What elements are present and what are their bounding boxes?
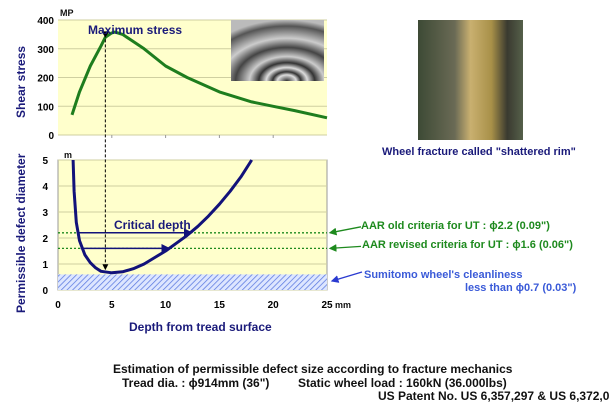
top-y-tick-label: 200 — [37, 74, 54, 85]
x-unit: mm — [335, 300, 352, 310]
footer-title: Estimation of permissible defect size ac… — [113, 362, 513, 376]
top-y-tick-label: 300 — [37, 45, 54, 56]
aar-revised-criteria-label: AAR revised criteria for UT : ϕ1.6 (0.06… — [362, 239, 573, 251]
x-tick-label: 10 — [160, 300, 172, 311]
bottom-y-tick-label: 1 — [42, 260, 48, 271]
top-y-unit: MP — [60, 8, 74, 18]
criteria-pointer-arrow — [328, 244, 362, 252]
permissible-defect-curve — [71, 159, 253, 275]
cleanliness-label: Sumitomo wheel's cleanliness — [364, 269, 523, 281]
bottom-y-tick-label: 2 — [42, 234, 48, 245]
bottom-y-tick-label: 0 — [42, 286, 48, 297]
x-tick-label: 15 — [214, 300, 226, 311]
x-tick-label: 0 — [55, 300, 61, 311]
cleanliness-band — [58, 274, 327, 290]
max-stress-label: Maximum stress — [88, 23, 183, 37]
top-y-label: Shear stress — [14, 45, 28, 118]
top-y-tick-label: 0 — [48, 131, 54, 142]
photoelastic-inset-image — [231, 20, 324, 81]
criteria-pointer-arrow — [328, 226, 362, 236]
x-label: Depth from tread surface — [129, 320, 272, 334]
footer-load: Static wheel load : 160kN (36.000lbs) — [298, 376, 507, 390]
x-tick-label: 5 — [109, 300, 115, 311]
footer-tread: Tread dia. : ϕ914mm (36") — [122, 376, 270, 390]
shattered-rim-photo — [418, 20, 523, 140]
shear-stress-curve — [70, 30, 328, 120]
aar-old-criteria-label: AAR old criteria for UT : ϕ2.2 (0.09") — [361, 220, 550, 232]
bottom-y-tick-label: 4 — [42, 182, 48, 193]
bottom-y-unit: m — [64, 150, 73, 160]
critical-depth-label: Critical depth — [114, 218, 191, 232]
bottom-y-tick-label: 5 — [42, 156, 48, 167]
bottom-y-tick-label: 3 — [42, 208, 48, 219]
x-tick-label: 25 — [321, 300, 333, 311]
bottom-y-label: Permissible defect diameter — [14, 153, 28, 313]
cleanliness-value: less than ϕ0.7 (0.03") — [465, 282, 577, 294]
top-y-tick-label: 400 — [37, 16, 54, 27]
cleanliness-pointer-arrow — [330, 271, 363, 283]
top-y-tick-label: 100 — [37, 102, 54, 113]
x-tick-label: 20 — [268, 300, 280, 311]
footer-patent: US Patent No. US 6,357,297 & US 6,372,05… — [378, 389, 610, 403]
photo-caption: Wheel fracture called "shattered rim" — [382, 146, 576, 158]
